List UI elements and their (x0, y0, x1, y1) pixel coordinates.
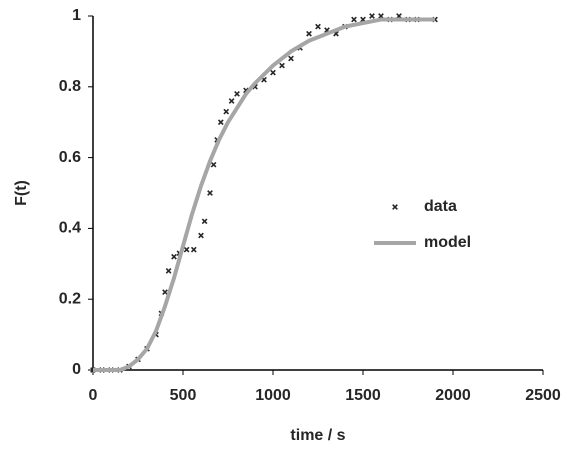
data-point (162, 289, 168, 295)
data-point (378, 13, 384, 19)
y-tick-label: 0 (72, 361, 81, 378)
y-tick-label: 1 (72, 7, 81, 24)
data-point (201, 218, 208, 225)
x-tick-label: 1000 (255, 387, 291, 404)
data-point (198, 232, 204, 239)
data-point (217, 119, 224, 126)
data-point (171, 253, 177, 260)
x-axis-label: time / s (290, 427, 345, 444)
legend-marker (392, 204, 398, 210)
data-point (228, 98, 235, 104)
data-point (210, 161, 217, 168)
y-axis-label: F(t) (13, 180, 30, 206)
x-tick-label: 2500 (525, 387, 561, 404)
data-point (190, 246, 197, 253)
x-tick-label: 500 (170, 387, 197, 404)
data-point (369, 13, 375, 19)
data-point (234, 91, 240, 97)
x-tick-label: 1500 (345, 387, 381, 404)
model-line (93, 17, 435, 372)
y-tick-label: 0.8 (59, 78, 81, 95)
data-point (288, 55, 294, 62)
y-tick-label: 0.4 (59, 220, 81, 237)
legend-label: model (424, 234, 471, 251)
data-point (279, 62, 285, 69)
data-point (306, 30, 312, 37)
y-tick-label: 0.6 (59, 149, 81, 166)
data-point (207, 190, 213, 196)
data-point (165, 268, 172, 274)
data-point (183, 246, 190, 253)
data-point (396, 13, 402, 19)
data-point (315, 23, 321, 30)
x-tick-label: 2000 (435, 387, 471, 404)
data-point (223, 108, 230, 115)
data-point (270, 69, 276, 76)
data-point (351, 16, 357, 23)
x-tick-label: 0 (89, 387, 98, 404)
legend-label: data (424, 198, 457, 215)
y-tick-label: 0.2 (59, 290, 81, 307)
